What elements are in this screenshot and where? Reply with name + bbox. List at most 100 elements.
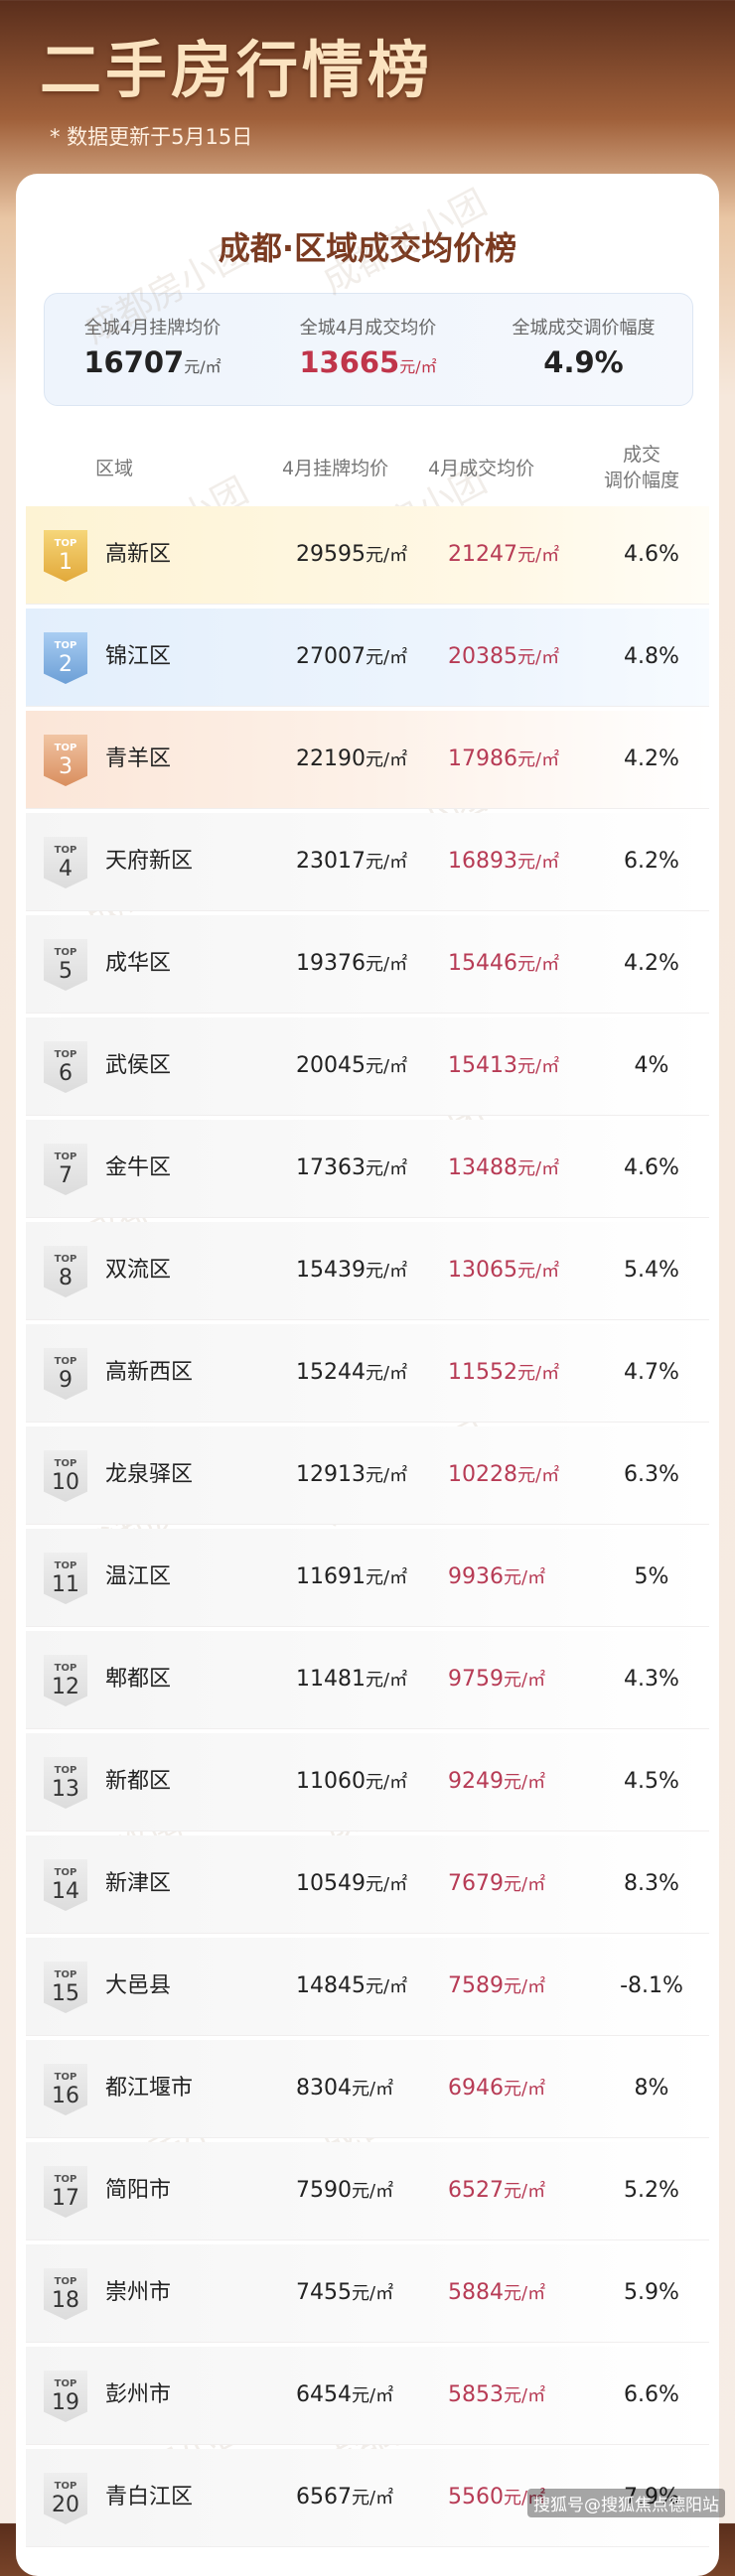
- table-row: TOP 18 崇州市 7455元/㎡ 5884元/㎡ 5.9%: [26, 2244, 709, 2343]
- table-row: TOP 9 高新西区 15244元/㎡ 11552元/㎡ 4.7%: [26, 1324, 709, 1423]
- price: 12913: [296, 1462, 366, 1487]
- price: 23017: [296, 849, 366, 874]
- district: 金牛区: [105, 1155, 172, 1180]
- unit: 元/㎡: [399, 357, 437, 376]
- listing-price: 29595元/㎡: [296, 506, 407, 604]
- price: 6946: [448, 2076, 504, 2101]
- rank-number: 20: [52, 2493, 79, 2517]
- unit: 元/㎡: [517, 1363, 560, 1384]
- rank-badge: TOP 5: [44, 939, 87, 991]
- listing-price: 6454元/㎡: [296, 2347, 393, 2444]
- price-change: 6.6%: [624, 2382, 679, 2407]
- unit: 元/㎡: [366, 749, 408, 770]
- deal-price: 5560元/㎡: [448, 2449, 545, 2546]
- summary-number: 16707: [83, 345, 185, 379]
- price-change: 5.9%: [624, 2280, 679, 2305]
- price-change: 5%: [634, 1564, 669, 1589]
- price: 11552: [448, 1360, 517, 1385]
- table-row: TOP 16 都江堰市 8304元/㎡ 6946元/㎡ 8%: [26, 2040, 709, 2138]
- rank-badge: TOP 17: [44, 2166, 87, 2218]
- unit: 元/㎡: [504, 2181, 546, 2202]
- district: 都江堰市: [105, 2076, 194, 2101]
- deal-price: 11552元/㎡: [448, 1324, 559, 1422]
- unit: 元/㎡: [517, 1465, 560, 1486]
- table-row: TOP 3 青羊区 22190元/㎡ 17986元/㎡ 4.2%: [26, 711, 709, 809]
- badge-label: TOP: [54, 2481, 77, 2492]
- listing-price: 20045元/㎡: [296, 1017, 407, 1115]
- price-change: 8.3%: [624, 1871, 679, 1896]
- table-row: TOP 4 天府新区 23017元/㎡ 16893元/㎡ 6.2%: [26, 813, 709, 911]
- price-change: 4.2%: [624, 951, 679, 976]
- price-change: 4.3%: [624, 1667, 679, 1692]
- deal-price: 10228元/㎡: [448, 1426, 559, 1524]
- price: 15413: [448, 1053, 517, 1078]
- badge-label: TOP: [54, 1254, 77, 1265]
- unit: 元/㎡: [366, 1158, 408, 1179]
- rank-badge: TOP 1: [44, 530, 87, 582]
- badge-label: TOP: [54, 1663, 77, 1674]
- badge-label: TOP: [54, 538, 77, 549]
- unit: 元/㎡: [504, 2079, 546, 2100]
- rank-badge: TOP 7: [44, 1144, 87, 1195]
- table-row: TOP 8 双流区 15439元/㎡ 13065元/㎡ 5.4%: [26, 1222, 709, 1320]
- rank-number: 8: [59, 1266, 73, 1290]
- price: 7590: [296, 2178, 352, 2203]
- unit: 元/㎡: [352, 2488, 394, 2508]
- price: 11691: [296, 1564, 366, 1589]
- rank-number: 18: [52, 2288, 79, 2313]
- rank-number: 16: [52, 2084, 79, 2108]
- district: 新都区: [105, 1769, 172, 1794]
- rank-badge: TOP 9: [44, 1348, 87, 1400]
- table-row: TOP 12 郫都区 11481元/㎡ 9759元/㎡ 4.3%: [26, 1631, 709, 1729]
- price: 6567: [296, 2485, 352, 2509]
- badge-label: TOP: [54, 1458, 77, 1469]
- rank-badge: TOP 4: [44, 837, 87, 888]
- unit: 元/㎡: [352, 2283, 394, 2304]
- deal-price: 5853元/㎡: [448, 2347, 545, 2444]
- table-row: TOP 19 彭州市 6454元/㎡ 5853元/㎡ 6.6%: [26, 2347, 709, 2445]
- table-row: TOP 10 龙泉驿区 12913元/㎡ 10228元/㎡ 6.3%: [26, 1426, 709, 1525]
- deal-price: 13065元/㎡: [448, 1222, 559, 1319]
- price: 6527: [448, 2178, 504, 2203]
- price-change: 4.2%: [624, 746, 679, 771]
- price: 15446: [448, 951, 517, 976]
- unit: 元/㎡: [517, 545, 560, 566]
- unit: 元/㎡: [366, 1976, 408, 1997]
- summary-item: 全城4月挂牌均价 16707元/㎡: [45, 294, 260, 405]
- deal-price: 21247元/㎡: [448, 506, 559, 604]
- unit: 元/㎡: [366, 852, 408, 873]
- district: 青羊区: [105, 746, 172, 771]
- table-row: TOP 2 锦江区 27007元/㎡ 20385元/㎡ 4.8%: [26, 609, 709, 707]
- unit: 元/㎡: [517, 1261, 560, 1282]
- price-change: 8%: [634, 2076, 669, 2101]
- district: 温江区: [105, 1564, 172, 1589]
- price-change: 5.2%: [624, 2178, 679, 2203]
- rank-badge: TOP 10: [44, 1450, 87, 1502]
- rank-badge: TOP 13: [44, 1757, 87, 1809]
- price: 7455: [296, 2280, 352, 2305]
- rank-number: 3: [59, 754, 73, 779]
- listing-price: 6567元/㎡: [296, 2449, 393, 2546]
- summary-label: 全城4月成交均价: [299, 318, 437, 339]
- update-note: * 数据更新于5月15日: [50, 125, 253, 149]
- price: 13065: [448, 1258, 517, 1283]
- poster-title: 二手房行情榜: [40, 34, 434, 106]
- price-change: 4.8%: [624, 644, 679, 669]
- price-change: 4.6%: [624, 1155, 679, 1180]
- price-change: 6.2%: [624, 849, 679, 874]
- column-header: 区域: [95, 458, 134, 479]
- listing-price: 7455元/㎡: [296, 2244, 393, 2342]
- listing-price: 8304元/㎡: [296, 2040, 393, 2137]
- rank-badge: TOP 15: [44, 1962, 87, 2013]
- summary-value: 13665元/㎡: [260, 345, 476, 379]
- table-row: TOP 15 大邑县 14845元/㎡ 7589元/㎡ -8.1%: [26, 1938, 709, 2036]
- badge-label: TOP: [54, 1049, 77, 1060]
- rank-number: 19: [52, 2390, 79, 2415]
- rank-badge: TOP 6: [44, 1041, 87, 1093]
- price: 16893: [448, 849, 517, 874]
- unit: 元/㎡: [366, 954, 408, 975]
- price: 5853: [448, 2382, 504, 2407]
- price: 29595: [296, 542, 366, 567]
- price: 7679: [448, 1871, 504, 1896]
- district: 彭州市: [105, 2382, 172, 2407]
